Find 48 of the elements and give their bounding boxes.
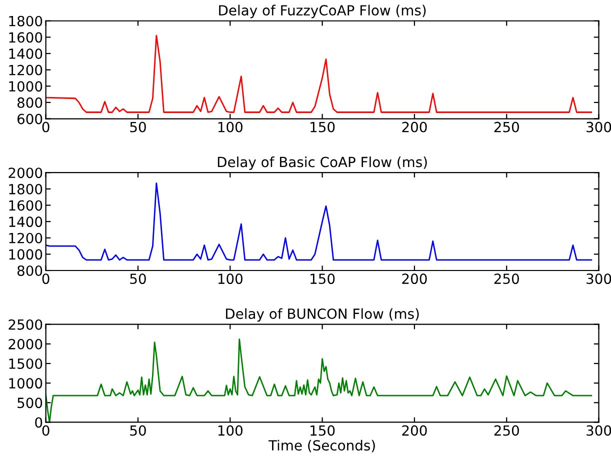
y-tick-label: 1000 bbox=[9, 81, 42, 92]
chart-title: Delay of FuzzyCoAP Flow (ms) bbox=[219, 4, 426, 18]
x-tick-label: 50 bbox=[130, 425, 146, 436]
x-tick-label: 0 bbox=[42, 122, 50, 132]
y-tick-label: 0 bbox=[35, 417, 42, 428]
y-tick-label: 1400 bbox=[9, 216, 42, 228]
x-tick-label: 100 bbox=[218, 425, 242, 436]
x-tick-label: 300 bbox=[586, 274, 611, 284]
line-series bbox=[46, 34, 592, 113]
y-tick-label: 600 bbox=[18, 114, 42, 124]
x-tick-label: 150 bbox=[310, 425, 335, 436]
x-axis-title: Time (Seconds) bbox=[268, 440, 375, 452]
x-tick-label: 0 bbox=[42, 274, 50, 284]
y-tick-label: 2500 bbox=[8, 319, 42, 330]
y-tick-label: 1600 bbox=[9, 32, 42, 43]
y-tick-label: 1400 bbox=[9, 48, 42, 59]
line-series bbox=[46, 182, 592, 261]
x-tick-label: 0 bbox=[42, 425, 50, 436]
y-tick-label: 1800 bbox=[9, 16, 42, 26]
x-tick-label: 250 bbox=[494, 425, 519, 436]
chart-title: Delay of Basic CoAP Flow (ms) bbox=[218, 156, 427, 170]
y-tick-label: 2000 bbox=[8, 338, 42, 350]
x-tick-label: 200 bbox=[402, 274, 427, 284]
x-tick-label: 300 bbox=[586, 122, 611, 132]
y-tick-label: 1000 bbox=[9, 378, 42, 389]
x-tick-label: 100 bbox=[218, 274, 242, 284]
x-tick-label: 150 bbox=[310, 274, 335, 284]
x-tick-label: 50 bbox=[130, 274, 146, 284]
x-tick-label: 200 bbox=[402, 425, 427, 436]
y-tick-label: 800 bbox=[17, 265, 42, 276]
y-tick-label: 1000 bbox=[9, 249, 42, 260]
x-tick-label: 150 bbox=[310, 122, 335, 132]
y-tick-label: 1200 bbox=[9, 64, 42, 76]
x-tick-label: 200 bbox=[402, 122, 427, 132]
y-tick-label: 500 bbox=[18, 398, 42, 408]
line-series bbox=[46, 338, 592, 422]
y-tick-label: 1200 bbox=[9, 232, 42, 244]
x-tick-label: 250 bbox=[494, 122, 519, 132]
y-tick-label: 1500 bbox=[9, 358, 42, 369]
chart-title: Delay of BUNCON Flow (ms) bbox=[226, 308, 419, 322]
y-tick-label: 2000 bbox=[8, 168, 42, 178]
x-tick-label: 250 bbox=[494, 274, 519, 284]
y-tick-label: 800 bbox=[17, 97, 42, 108]
x-tick-label: 300 bbox=[586, 425, 611, 436]
x-tick-label: 50 bbox=[130, 122, 146, 132]
y-tick-label: 1600 bbox=[9, 200, 42, 211]
x-tick-label: 100 bbox=[218, 122, 242, 132]
y-tick-label: 1800 bbox=[9, 184, 42, 194]
